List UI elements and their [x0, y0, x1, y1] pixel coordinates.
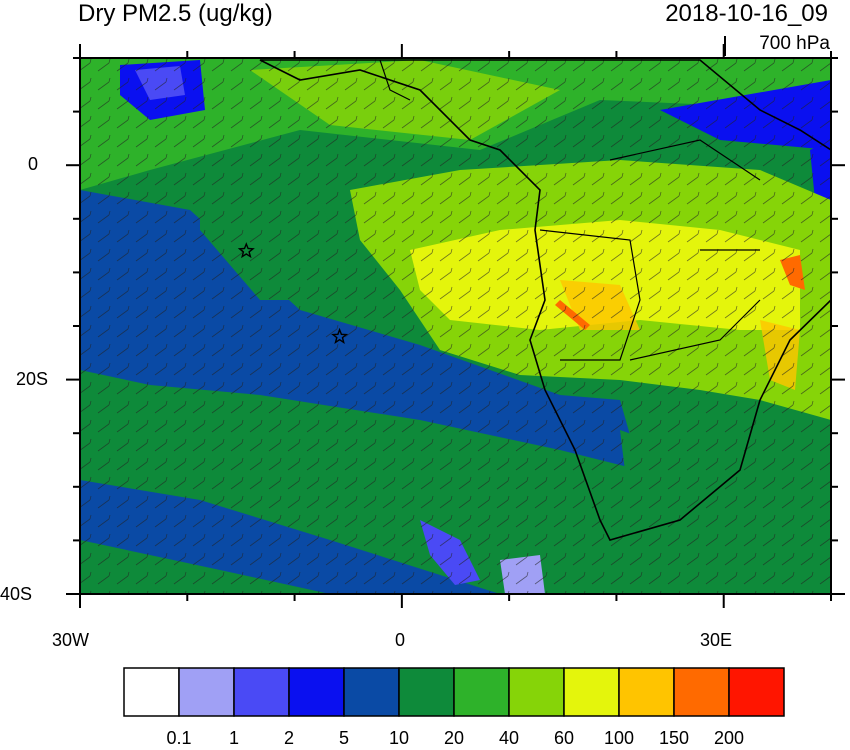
colorbar-tick-label: 40 — [498, 728, 520, 748]
star-marker — [237, 242, 255, 259]
colorbar-tick-label: 100 — [603, 728, 635, 748]
colorbar-tick-label: 0.1 — [166, 728, 192, 748]
colorbar-swatch — [728, 667, 785, 717]
lat-label-0: 0 — [28, 154, 39, 174]
colorbar-tick-label: 10 — [388, 728, 410, 748]
colorbar — [123, 667, 785, 717]
colorbar-tick-label: 60 — [553, 728, 575, 748]
level-divider — [724, 36, 726, 56]
colorbar-swatch — [563, 667, 620, 717]
star-marker — [331, 327, 349, 345]
lat-label-20s: 20S — [16, 369, 49, 389]
colorbar-swatch — [343, 667, 400, 717]
colorbar-swatch — [398, 667, 455, 717]
lon-label-30w: 30W — [52, 630, 90, 650]
colorbar-tick-label: 20 — [443, 728, 465, 748]
lon-label-0: 0 — [395, 630, 406, 650]
colorbar-swatch — [178, 667, 235, 717]
colorbar-swatch — [508, 667, 565, 717]
colorbar-tick-label: 2 — [283, 728, 295, 748]
colorbar-tick-label: 200 — [713, 728, 745, 748]
datetime-label: 2018-10-16_09 — [665, 0, 828, 27]
colorbar-swatch — [288, 667, 345, 717]
colorbar-swatch — [618, 667, 675, 717]
colorbar-tick-label: 1 — [228, 728, 240, 748]
colorbar-tick-label: 150 — [658, 728, 690, 748]
colorbar-swatch — [673, 667, 730, 717]
colorbar-swatch — [453, 667, 510, 717]
lat-label-40s: 40S — [0, 584, 33, 604]
chart-title: Dry PM2.5 (ug/kg) — [78, 0, 273, 27]
colorbar-swatch — [233, 667, 290, 717]
pressure-level-label: 700 hPa — [759, 33, 830, 54]
lon-label-30e: 30E — [700, 630, 733, 650]
pm25-field — [80, 58, 831, 594]
colorbar-swatch — [123, 667, 180, 717]
colorbar-tick-label: 5 — [338, 728, 350, 748]
